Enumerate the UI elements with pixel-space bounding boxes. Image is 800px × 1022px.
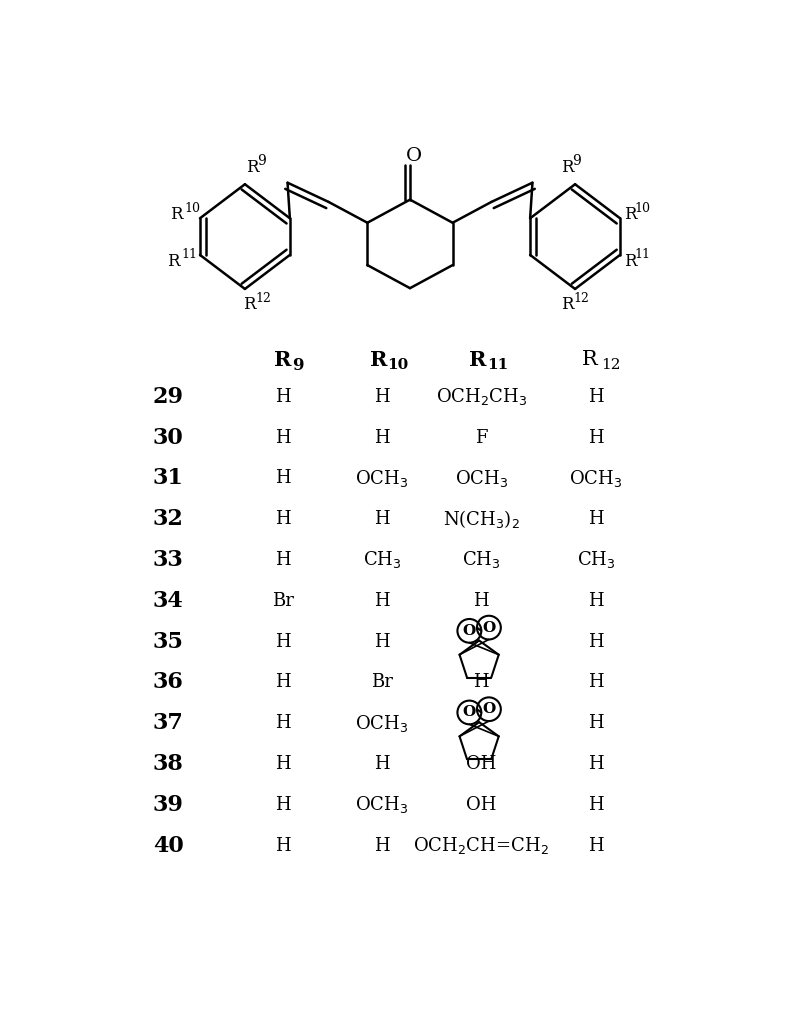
Text: H: H <box>374 428 390 447</box>
Text: H: H <box>275 428 290 447</box>
Text: H: H <box>275 673 290 692</box>
Text: H: H <box>275 837 290 854</box>
Text: 10: 10 <box>185 201 201 215</box>
Text: H: H <box>275 551 290 569</box>
Text: CH$_3$: CH$_3$ <box>462 550 501 570</box>
Text: H: H <box>275 714 290 732</box>
Text: 10: 10 <box>634 201 650 215</box>
Text: R: R <box>561 295 574 313</box>
Text: OCH$_3$: OCH$_3$ <box>454 468 508 489</box>
Text: OH: OH <box>466 796 497 814</box>
Text: H: H <box>275 796 290 814</box>
Text: 12: 12 <box>256 291 272 305</box>
Text: CH$_3$: CH$_3$ <box>363 550 402 570</box>
Text: H: H <box>588 837 604 854</box>
Text: H: H <box>588 428 604 447</box>
Text: 40: 40 <box>153 835 183 856</box>
Text: O: O <box>482 702 495 716</box>
Text: H: H <box>275 469 290 487</box>
Text: H: H <box>588 633 604 651</box>
Text: R: R <box>246 158 259 176</box>
Text: H: H <box>275 755 290 773</box>
Text: R: R <box>582 351 598 369</box>
Text: OCH$_2$CH$_3$: OCH$_2$CH$_3$ <box>435 386 527 407</box>
Text: OCH$_3$: OCH$_3$ <box>355 794 409 816</box>
Text: O: O <box>462 705 476 719</box>
Text: H: H <box>588 673 604 692</box>
Text: 10: 10 <box>387 358 409 372</box>
Text: CH$_3$: CH$_3$ <box>577 550 615 570</box>
Text: R: R <box>624 252 637 270</box>
Text: 32: 32 <box>153 508 184 530</box>
Text: 29: 29 <box>153 385 184 408</box>
Text: Br: Br <box>371 673 393 692</box>
Text: 31: 31 <box>153 467 184 490</box>
Text: R: R <box>561 158 574 176</box>
Text: H: H <box>588 510 604 528</box>
Text: 9: 9 <box>572 154 581 169</box>
Text: Br: Br <box>272 592 294 610</box>
Text: 36: 36 <box>153 671 184 694</box>
Text: OCH$_3$: OCH$_3$ <box>355 712 409 734</box>
Text: OCH$_2$CH=CH$_2$: OCH$_2$CH=CH$_2$ <box>414 835 550 856</box>
Text: H: H <box>275 633 290 651</box>
Text: 35: 35 <box>153 631 184 653</box>
Text: H: H <box>374 510 390 528</box>
Text: 38: 38 <box>153 753 184 775</box>
Text: H: H <box>474 592 489 610</box>
Text: H: H <box>374 387 390 406</box>
Text: H: H <box>275 387 290 406</box>
Text: 9: 9 <box>292 357 304 374</box>
Text: R: R <box>170 205 183 223</box>
Text: N(CH$_3$)$_2$: N(CH$_3$)$_2$ <box>443 508 520 530</box>
Text: F: F <box>475 428 487 447</box>
Text: 30: 30 <box>153 426 183 449</box>
Text: R: R <box>370 350 387 370</box>
Text: H: H <box>588 387 604 406</box>
Text: H: H <box>374 633 390 651</box>
Text: OCH$_3$: OCH$_3$ <box>570 468 622 489</box>
Text: 34: 34 <box>153 590 183 612</box>
Text: OCH$_3$: OCH$_3$ <box>355 468 409 489</box>
Text: 11: 11 <box>486 358 508 372</box>
Text: H: H <box>588 755 604 773</box>
Text: R: R <box>167 252 180 270</box>
Text: 12: 12 <box>601 358 620 372</box>
Text: 39: 39 <box>153 794 184 816</box>
Text: H: H <box>275 510 290 528</box>
Text: R: R <box>243 295 256 313</box>
Text: O: O <box>482 620 495 635</box>
Text: H: H <box>374 592 390 610</box>
Text: 12: 12 <box>574 291 590 305</box>
Text: H: H <box>588 796 604 814</box>
Text: OH: OH <box>466 755 497 773</box>
Text: R: R <box>274 350 291 370</box>
Text: R: R <box>469 350 486 370</box>
Text: 37: 37 <box>153 712 184 734</box>
Text: H: H <box>374 837 390 854</box>
Text: O: O <box>462 623 476 638</box>
Text: 11: 11 <box>634 248 650 262</box>
Text: H: H <box>588 714 604 732</box>
Text: R: R <box>624 205 637 223</box>
Text: O: O <box>406 147 422 165</box>
Text: 33: 33 <box>153 549 183 571</box>
Text: H: H <box>374 755 390 773</box>
Text: 11: 11 <box>182 248 198 262</box>
Text: H: H <box>474 673 489 692</box>
Text: 9: 9 <box>258 154 266 169</box>
Text: H: H <box>588 592 604 610</box>
